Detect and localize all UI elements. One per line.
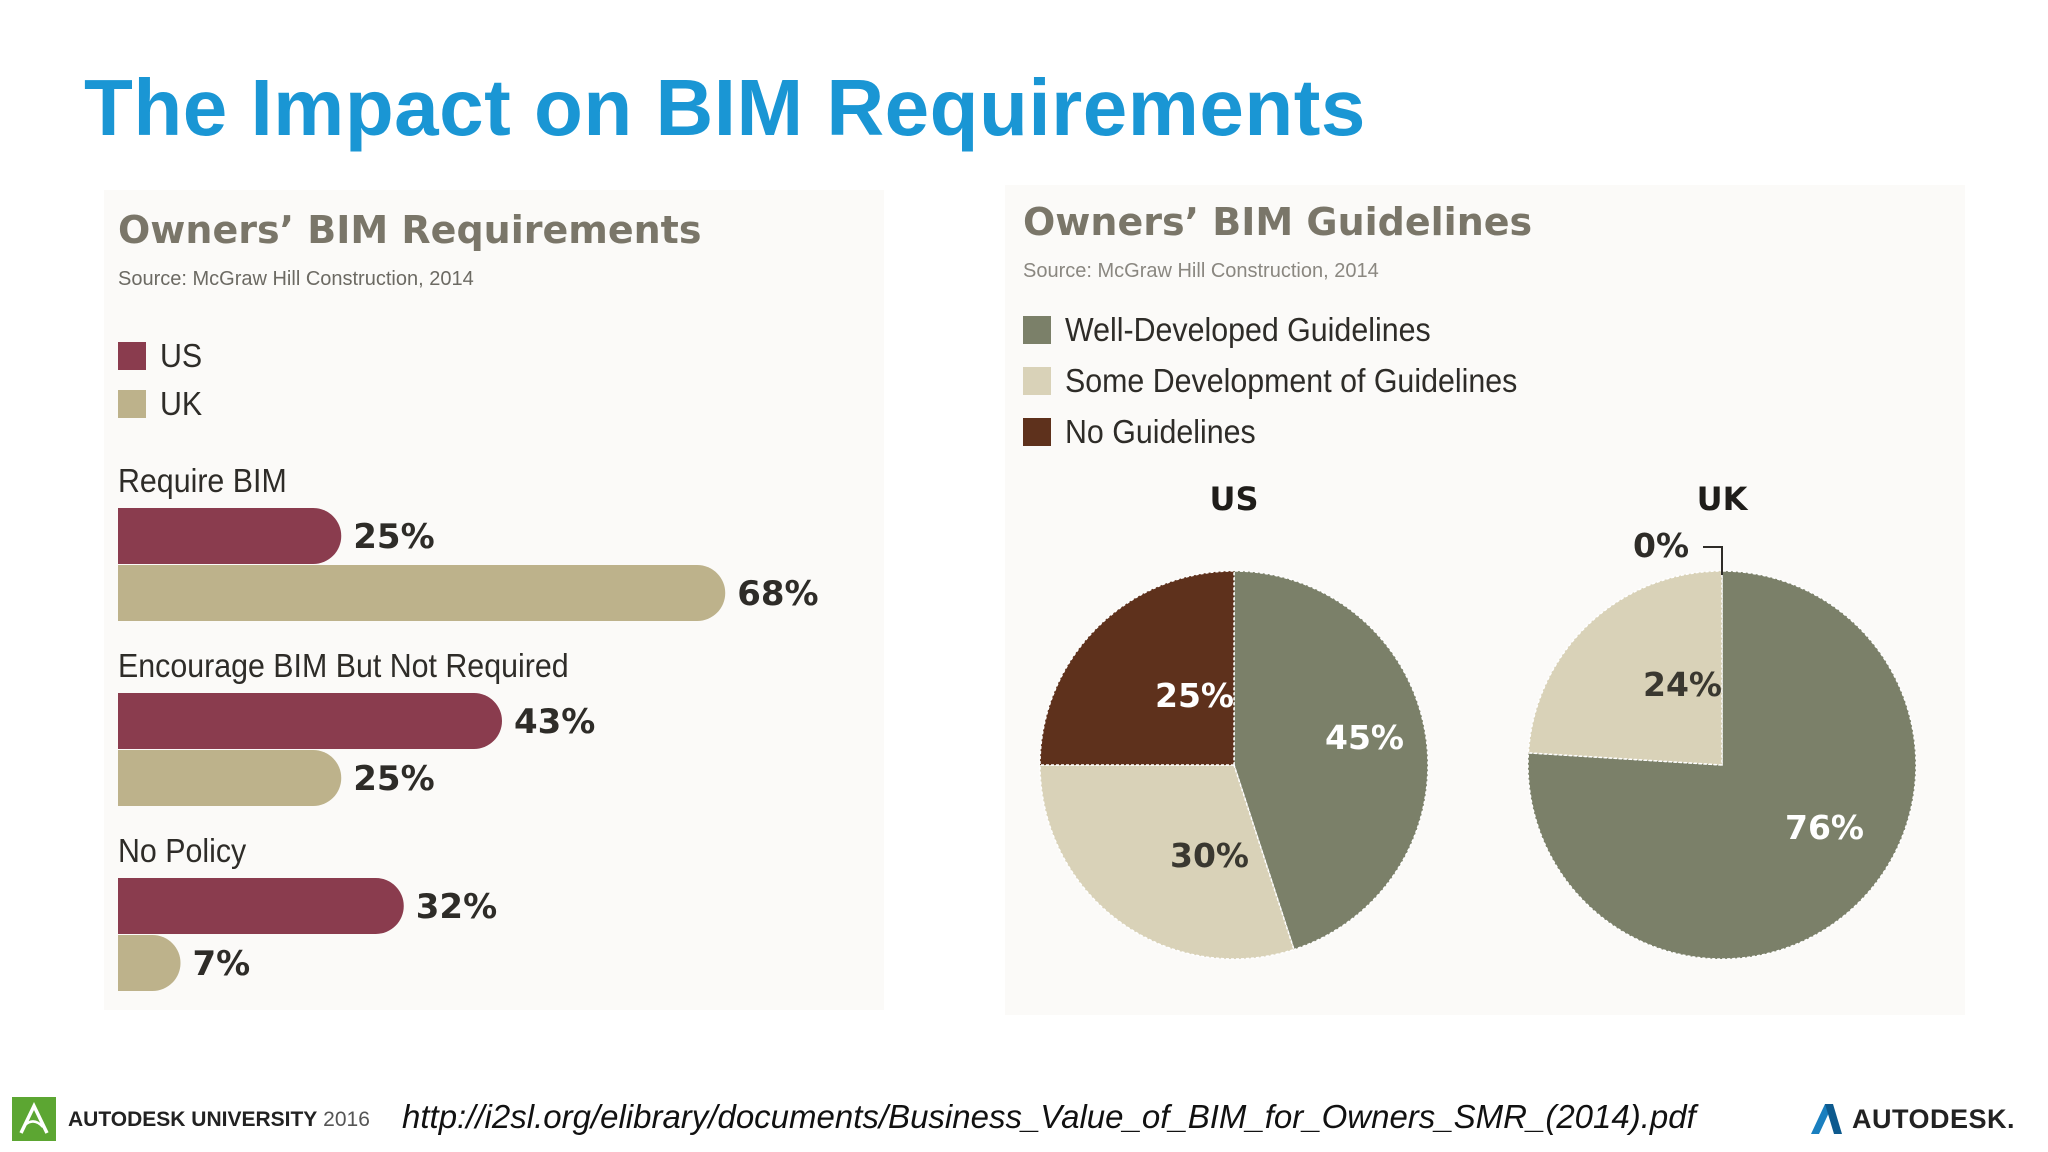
bar-uk-encourage-bim-but-not-required (118, 750, 342, 806)
bar-us-require-bim (118, 508, 342, 564)
pie-leader-line-uk (1703, 546, 1723, 575)
pie-title-us: US (1209, 480, 1258, 518)
bar-label-uk-no-policy: 7% (193, 944, 251, 984)
autodesk-university-logo (12, 1097, 56, 1141)
bar-us-no-policy (118, 878, 404, 934)
legend-item-us: US (118, 337, 206, 375)
autodesk-logo: AUTODESK. (1808, 1101, 2015, 1137)
bar-label-us-no-policy: 32% (416, 887, 497, 927)
source-url: http://i2sl.org/elibrary/documents/Busin… (402, 1098, 1696, 1135)
bar-label-uk-require-bim: 68% (737, 574, 818, 614)
bar-chart-svg: 25% 68% 43% 25% 32% 7% (118, 508, 819, 991)
pie-label-us-some-development-of-guidelines: 30% (1170, 836, 1249, 875)
requirements-chart-source: Source: McGraw Hill Construction, 2014 (118, 268, 474, 290)
legend-label-uk: UK (160, 385, 203, 422)
legend-swatch-well-developed (1023, 316, 1051, 344)
guidelines-chart-panel: Owners’ BIM Guidelines Source: McGraw Hi… (1005, 185, 1965, 1015)
autodesk-a-icon (1811, 1104, 1842, 1134)
legend-label-us: US (160, 337, 203, 374)
pie-label-uk-no-guidelines: 0% (1633, 526, 1689, 565)
pie-title-uk: UK (1697, 480, 1749, 518)
category-label-encourage-bim: Encourage BIM But Not Required (118, 647, 569, 684)
autodesk-wordmark: AUTODESK. (1852, 1103, 2016, 1134)
legend-item-no-guidelines: No Guidelines (1023, 413, 1272, 451)
footer-au-year: 2016 (323, 1108, 370, 1131)
requirements-chart-title: Owners’ BIM Requirements (118, 208, 702, 252)
pie-slice-uk-well-developed-guidelines (1527, 570, 1917, 960)
legend-label-no-guidelines: No Guidelines (1065, 413, 1256, 450)
legend-label-some-development: Some Development of Guidelines (1065, 362, 1518, 399)
pie-slice-us-well-developed-guidelines (1233, 570, 1429, 951)
pie-label-uk-some-development-of-guidelines: 24% (1643, 665, 1722, 704)
category-label-no-policy: No Policy (118, 832, 247, 869)
legend-item-well-developed: Well-Developed Guidelines (1023, 311, 1462, 349)
bar-label-uk-encourage-bim-but-not-required: 25% (353, 759, 434, 799)
legend-swatch-no-guidelines (1023, 418, 1051, 446)
slide-title: The Impact on BIM Requirements (84, 63, 1366, 152)
legend-swatch-us (118, 342, 146, 370)
pie-label-uk-well-developed-guidelines: 76% (1785, 808, 1864, 847)
footer-au-brand: AUTODESK UNIVERSITY (68, 1108, 318, 1131)
guidelines-chart-title: Owners’ BIM Guidelines (1023, 200, 1533, 244)
bar-us-encourage-bim-but-not-required (118, 693, 502, 749)
legend-swatch-uk (118, 390, 146, 418)
bar-uk-require-bim (118, 565, 726, 621)
au-logo-icon (19, 1101, 49, 1134)
bar-label-us-require-bim: 25% (353, 517, 434, 557)
pie-label-us-no-guidelines: 25% (1155, 676, 1234, 715)
bar-uk-no-policy (118, 935, 181, 991)
legend-item-some-development: Some Development of Guidelines (1023, 362, 1557, 400)
bar-label-us-encourage-bim-but-not-required: 43% (514, 702, 595, 742)
pie-slice-us-no-guidelines (1039, 570, 1235, 766)
pie-charts-svg: US 45% 30% 25% UK 76% 24% 0% (1039, 480, 1917, 960)
pie-label-us-well-developed-guidelines: 45% (1325, 718, 1404, 757)
category-label-require-bim: Require BIM (118, 462, 287, 499)
legend-label-well-developed: Well-Developed Guidelines (1065, 311, 1431, 348)
pie-slice-uk-some-development-of-guidelines (1527, 570, 1723, 766)
legend-item-uk: UK (118, 385, 206, 423)
requirements-chart-panel: Owners’ BIM Requirements Source: McGraw … (104, 190, 884, 1010)
legend-swatch-some-development (1023, 367, 1051, 395)
guidelines-chart-source: Source: McGraw Hill Construction, 2014 (1023, 260, 1379, 282)
footer-au-text: AUTODESK UNIVERSITY 2016 (68, 1108, 370, 1132)
pie-slice-us-some-development-of-guidelines (1039, 764, 1295, 960)
